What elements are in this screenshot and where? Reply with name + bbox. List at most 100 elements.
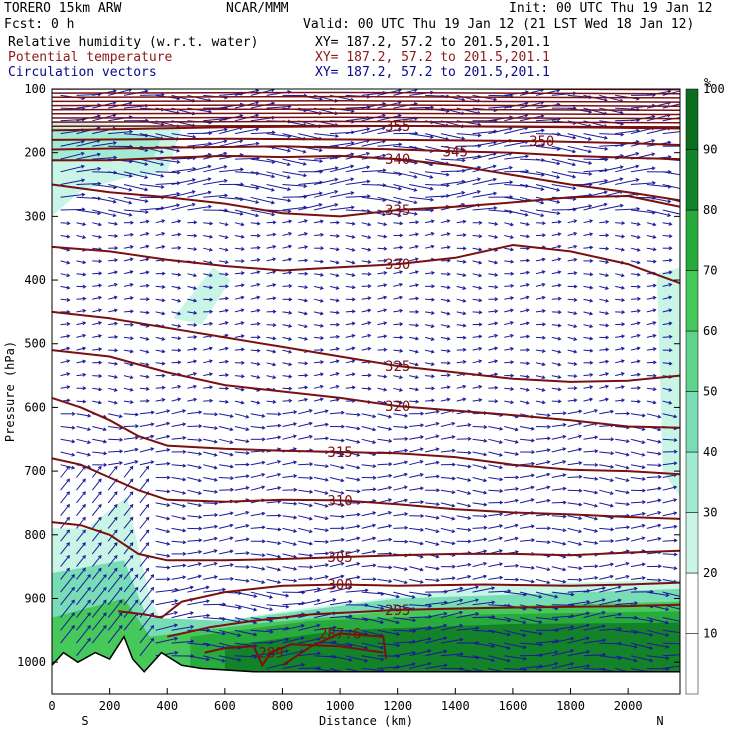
wind-vector — [615, 399, 625, 402]
wind-vector-head — [526, 258, 531, 263]
wind-vector — [187, 655, 210, 661]
wind-vector-head — [161, 219, 166, 224]
wind-vector-head — [177, 384, 182, 389]
wind-vector — [155, 637, 178, 644]
wind-vector — [504, 426, 518, 431]
wind-vector-head — [71, 625, 75, 629]
wind-vector-head — [256, 335, 261, 340]
wind-vector — [456, 361, 466, 364]
wind-vector — [377, 578, 392, 582]
wind-vector-head — [224, 308, 229, 313]
wind-vector — [250, 362, 260, 365]
wind-vector-head — [446, 245, 451, 250]
wind-vector — [298, 578, 313, 580]
wind-vector-head — [240, 334, 245, 339]
wind-vector — [630, 235, 640, 239]
wind-vector — [472, 247, 482, 251]
wind-vector-head — [589, 336, 594, 341]
wind-vector — [361, 347, 371, 351]
wind-vector — [409, 460, 423, 466]
theta-contour-upper — [52, 116, 680, 120]
wind-vector-head — [134, 447, 139, 452]
wind-vector — [567, 145, 592, 153]
wind-vector — [139, 435, 154, 440]
wind-vector — [409, 349, 419, 353]
wind-vector — [567, 566, 582, 569]
wind-vector — [583, 336, 593, 340]
wind-vector-head — [494, 309, 499, 314]
wind-vector — [393, 413, 408, 417]
wind-vector — [377, 438, 392, 442]
wind-vector — [424, 650, 447, 657]
wind-vector — [187, 515, 202, 518]
wind-vector — [187, 247, 197, 250]
wind-vector-head — [253, 632, 258, 637]
wind-vector — [535, 336, 545, 339]
wind-vector-head — [589, 298, 594, 303]
wind-vector — [377, 335, 387, 338]
wind-vector — [583, 145, 608, 150]
wind-vector — [345, 655, 368, 662]
wind-vector-head — [372, 563, 377, 568]
wind-vector-head — [129, 503, 134, 508]
wind-vector-head — [118, 414, 123, 419]
wind-vector — [599, 477, 614, 482]
wind-vector-head — [383, 374, 388, 379]
colorbar-swatch — [685, 572, 699, 634]
wind-vector-head — [367, 346, 372, 351]
wind-vector — [298, 203, 322, 211]
wind-vector — [520, 525, 534, 529]
wind-vector-head — [397, 213, 402, 218]
wind-vector-head — [336, 220, 340, 225]
wind-vector-head — [546, 498, 551, 503]
wind-vector — [567, 311, 577, 315]
wind-vector-head — [605, 347, 610, 352]
wind-vector-head — [198, 503, 203, 508]
wind-vector — [234, 538, 249, 542]
wind-vector-head — [652, 373, 657, 378]
wind-vector — [599, 247, 609, 250]
wind-vector — [219, 260, 228, 263]
wind-vector-head — [651, 152, 656, 157]
wind-vector-head — [193, 298, 198, 303]
wind-vector-head — [388, 427, 393, 431]
wind-vector-head — [382, 153, 387, 158]
wind-vector-head — [657, 439, 662, 444]
wind-vector — [298, 298, 308, 302]
wind-vector-head — [621, 334, 626, 339]
wind-vector-head — [209, 309, 214, 314]
wind-vector-head — [214, 412, 219, 417]
wind-vector-head — [348, 585, 353, 590]
wind-vector — [155, 362, 165, 365]
wind-vector-head — [541, 388, 546, 392]
wind-vector-head — [478, 310, 483, 315]
wind-vector — [488, 94, 513, 97]
wind-vector — [662, 131, 680, 135]
wind-vector — [409, 400, 419, 403]
wind-vector-head — [205, 585, 210, 590]
wind-vector — [219, 93, 244, 96]
wind-vector — [551, 501, 566, 504]
wind-vector — [377, 387, 387, 391]
wind-vector — [139, 245, 149, 249]
wind-vector-head — [383, 270, 388, 275]
wind-vector-head — [161, 349, 166, 354]
wind-vector-head — [478, 285, 483, 290]
wind-vector — [393, 591, 415, 598]
wind-vector — [282, 375, 292, 378]
wind-vector — [583, 577, 598, 580]
wind-vector-head — [399, 270, 404, 275]
wind-vector-head — [272, 232, 277, 237]
wind-vector-head — [570, 662, 575, 666]
wind-vector-head — [459, 598, 464, 603]
wind-vector — [282, 502, 297, 505]
wind-vector-head — [594, 564, 599, 569]
wind-vector — [219, 374, 229, 377]
wind-vector — [282, 311, 292, 314]
wind-vector — [551, 637, 574, 644]
wind-vector-head — [367, 386, 372, 391]
wind-vector-head — [637, 399, 641, 404]
wind-vector-head — [256, 270, 261, 275]
colorbar-swatch — [685, 330, 699, 392]
wind-vector — [599, 348, 609, 351]
